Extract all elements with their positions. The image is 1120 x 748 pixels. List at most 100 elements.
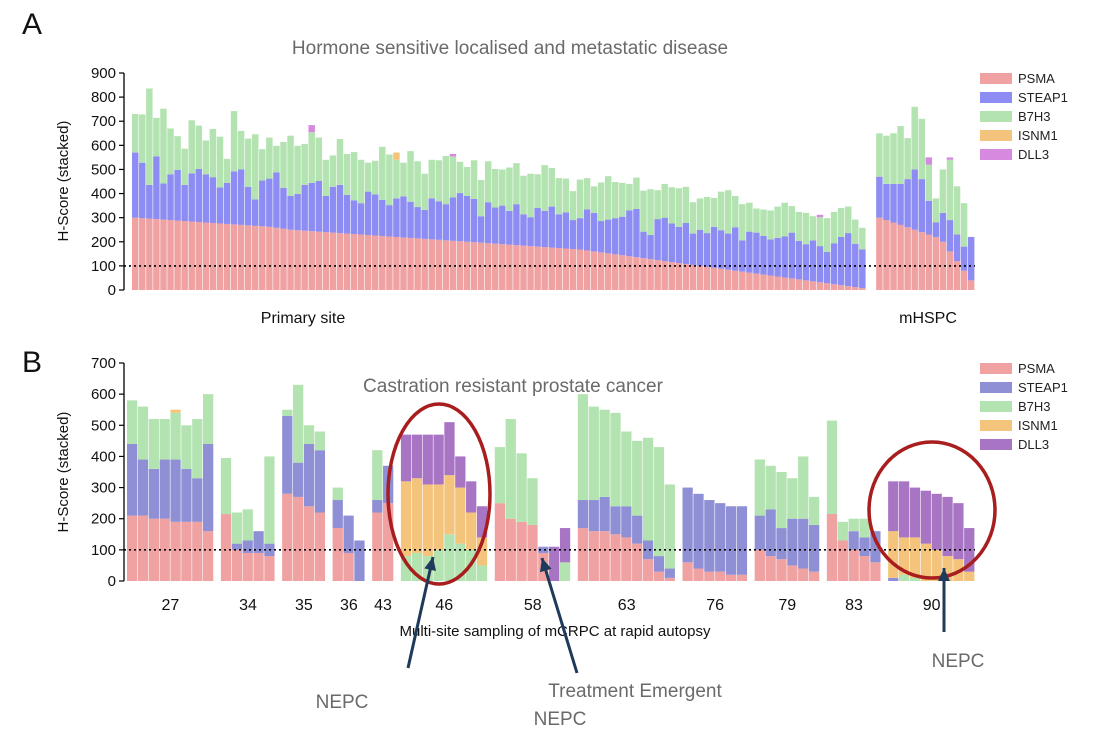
bar-b-35-3-steap1 xyxy=(314,450,326,513)
bar-b-27-2-psma xyxy=(148,518,159,581)
bar-a-30-psma xyxy=(343,233,351,290)
bar-b-58-0-b7h3 xyxy=(494,447,506,504)
bar-a-77-psma xyxy=(675,263,683,290)
bar-a-51-b7h3 xyxy=(492,168,499,208)
bar-a-110-steap1 xyxy=(918,179,925,233)
bar-a-95-steap1 xyxy=(802,244,810,281)
bar-a-100-psma xyxy=(837,285,845,290)
bar-a-25-b7h3 xyxy=(308,132,315,183)
y-tick-label: 600 xyxy=(91,137,116,154)
bar-a-63-psma xyxy=(576,249,584,290)
bar-a-8-psma xyxy=(188,221,195,290)
bar-a-2-b7h3 xyxy=(146,88,153,185)
bar-b-43-0-psma xyxy=(372,512,383,581)
panel-a: A Hormone sensitive localised and metast… xyxy=(22,8,1068,327)
bar-a-59-steap1 xyxy=(548,206,555,248)
bar-a-24-steap1 xyxy=(301,184,308,231)
bar-a-53-b7h3 xyxy=(506,167,513,211)
bar-a-82-psma xyxy=(710,267,718,290)
bar-a-36-steap1 xyxy=(386,205,393,237)
bar-a-85-b7h3 xyxy=(732,195,739,228)
bar-b-35-0-steap1 xyxy=(282,415,293,494)
bar-a-45-psma xyxy=(449,240,457,290)
bar-a-48-b7h3 xyxy=(470,160,478,199)
bar-a-20-b7h3 xyxy=(273,145,280,173)
bar-b-27-6-b7h3 xyxy=(192,419,203,479)
bar-a-84-b7h3 xyxy=(724,190,732,234)
bar-a-110-psma xyxy=(918,232,925,290)
legend-label-dll3: DLL3 xyxy=(1018,147,1049,162)
bar-a-56-b7h3 xyxy=(527,173,534,218)
bar-a-10-psma xyxy=(202,222,210,290)
bar-a-27-psma xyxy=(322,232,330,290)
bar-a-43-b7h3 xyxy=(435,160,443,202)
legend-swatch-b7h3 xyxy=(980,111,1012,122)
bar-a-41-b7h3 xyxy=(421,173,428,210)
bar-a-61-b7h3 xyxy=(562,178,570,213)
bar-a-72-psma xyxy=(640,258,647,290)
bar-a-77-steap1 xyxy=(675,226,683,263)
bar-a-25-psma xyxy=(308,231,315,290)
bar-a-116-steap1 xyxy=(960,246,968,271)
bar-a-8-steap1 xyxy=(188,173,195,222)
bar-a-75-psma xyxy=(661,261,668,290)
bar-a-38-steap1 xyxy=(400,196,407,238)
bar-b-27-0-steap1 xyxy=(127,443,138,516)
nepc-highlight-circle-right xyxy=(867,440,997,580)
panel-b-bars xyxy=(127,384,975,581)
bar-a-84-psma xyxy=(724,269,732,290)
bar-b-63-5-b7h3 xyxy=(632,440,643,516)
bar-a-16-b7h3 xyxy=(244,138,252,187)
bar-a-83-b7h3 xyxy=(717,191,725,231)
bar-b-79-5-b7h3 xyxy=(808,496,820,525)
bar-a-58-b7h3 xyxy=(541,165,548,211)
bar-b-46-5-b7h3 xyxy=(455,543,466,581)
bar-a-63-b7h3 xyxy=(576,179,584,219)
bar-a-19-b7h3 xyxy=(266,137,273,179)
bar-a-37-steap1 xyxy=(393,198,400,237)
bar-a-56-steap1 xyxy=(527,217,534,247)
legend-label-steap1: STEAP1 xyxy=(1018,380,1068,395)
bar-a-76-psma xyxy=(668,262,675,290)
bar-a-77-b7h3 xyxy=(675,188,683,227)
bar-b-35-2-steap1 xyxy=(303,443,315,507)
bar-a-82-steap1 xyxy=(710,226,718,268)
bar-b-35-0-psma xyxy=(282,493,293,581)
bar-a-3-psma xyxy=(153,219,160,290)
bar-a-51-steap1 xyxy=(492,207,499,244)
bar-a-17-psma xyxy=(252,225,259,290)
arrow-treatment-emergent-head xyxy=(540,558,552,573)
y-tick-label: 900 xyxy=(91,65,116,82)
y-tick-label: 700 xyxy=(91,113,116,130)
arrow-nepc-left-head xyxy=(424,557,436,571)
bar-b-46-6-isnm1 xyxy=(466,512,477,550)
legend-swatch-psma xyxy=(980,73,1012,84)
bar-a-86-steap1 xyxy=(739,240,746,272)
bar-a-107-b7h3 xyxy=(897,126,904,184)
bar-a-34-steap1 xyxy=(372,194,379,236)
legend-swatch-dll3 xyxy=(980,149,1012,160)
bar-a-112-b7h3 xyxy=(932,198,940,223)
bar-a-109-b7h3 xyxy=(911,106,918,170)
bar-a-62-b7h3 xyxy=(569,191,577,221)
bar-a-114-b7h3 xyxy=(946,159,954,221)
bar-a-102-b7h3 xyxy=(852,219,859,244)
bar-b-36-0-steap1 xyxy=(332,500,343,529)
bar-a-82-b7h3 xyxy=(710,197,718,227)
bar-a-67-steap1 xyxy=(604,219,612,254)
bar-a-54-b7h3 xyxy=(513,163,520,205)
bar-b-63-7-steap1 xyxy=(653,556,665,572)
bar-b-83-2-b7h3 xyxy=(848,518,859,532)
bar-a-15-steap1 xyxy=(237,169,245,225)
bar-b-63-3-steap1 xyxy=(610,506,621,535)
bar-a-65-psma xyxy=(590,251,598,290)
patient-label-83: 83 xyxy=(845,597,863,614)
bar-b-79-3-steap1 xyxy=(787,518,798,566)
bar-a-11-steap1 xyxy=(209,177,217,223)
bar-a-106-b7h3 xyxy=(890,133,897,184)
bar-a-59-b7h3 xyxy=(548,168,555,207)
bar-b-27-1-psma xyxy=(137,515,149,581)
bar-a-95-b7h3 xyxy=(802,212,810,245)
bar-b-27-4-isnm1 xyxy=(170,409,181,413)
bar-a-98-psma xyxy=(823,283,831,290)
